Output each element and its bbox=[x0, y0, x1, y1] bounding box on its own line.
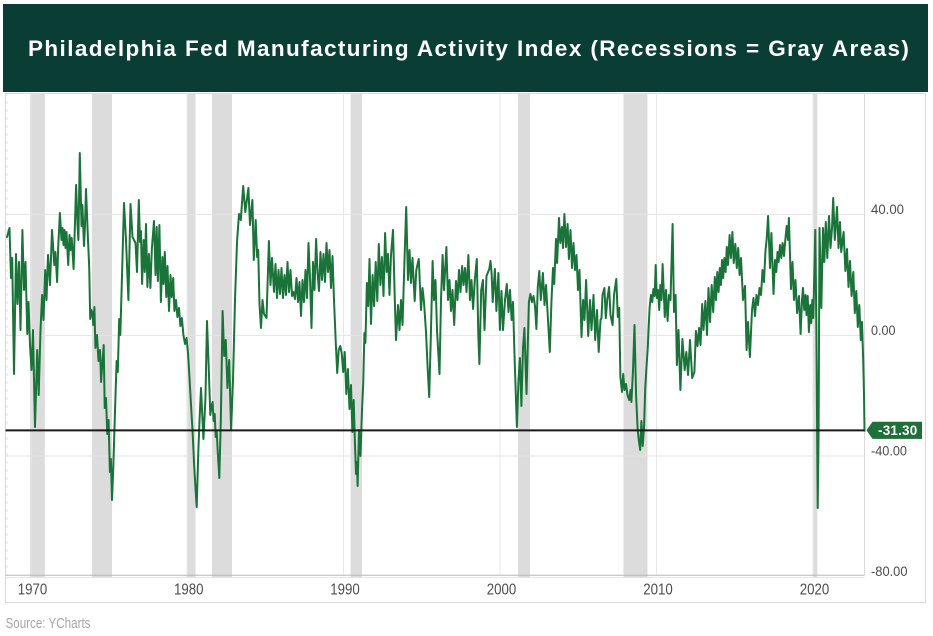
svg-text:0.00: 0.00 bbox=[871, 322, 896, 338]
svg-text:-80.00: -80.00 bbox=[871, 563, 908, 579]
svg-text:-40.00: -40.00 bbox=[871, 443, 907, 459]
svg-text:1980: 1980 bbox=[174, 582, 204, 599]
svg-text:1970: 1970 bbox=[18, 582, 48, 599]
svg-text:1990: 1990 bbox=[330, 582, 360, 599]
svg-text:-31.30: -31.30 bbox=[878, 423, 917, 438]
svg-text:Source: YCharts: Source: YCharts bbox=[6, 616, 91, 632]
svg-text:2020: 2020 bbox=[800, 582, 830, 599]
svg-text:2010: 2010 bbox=[643, 582, 673, 599]
svg-text:40.00: 40.00 bbox=[871, 201, 904, 217]
svg-text:2000: 2000 bbox=[487, 582, 517, 599]
